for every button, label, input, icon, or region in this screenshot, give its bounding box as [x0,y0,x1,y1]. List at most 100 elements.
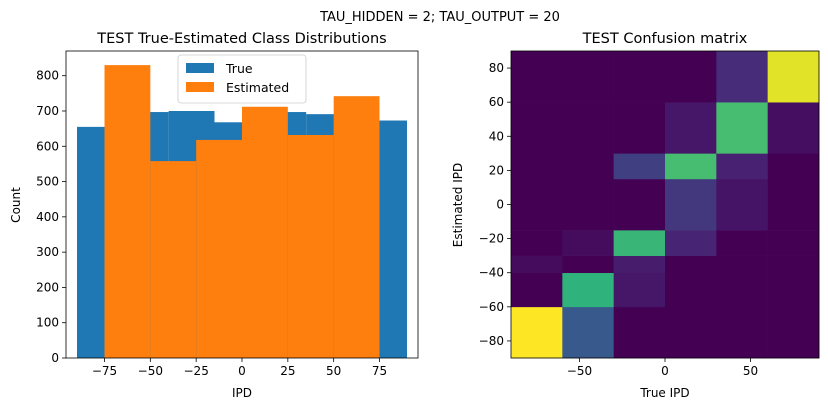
heatmap-cell-r1-c0 [511,272,563,308]
legend-swatch-true [186,63,214,73]
heatmap-cell-r5-c3 [665,153,717,180]
y-tick-label: 600 [36,139,59,153]
heatmap-cell-r4-c3 [665,178,717,231]
x-tick-label: 0 [661,364,669,378]
histogram-chart: TEST True-Estimated Class Distributions … [9,31,419,400]
heatmap-cell-r0-c5 [767,306,820,359]
histogram-x-label: IPD [232,386,252,400]
x-tick-label: −75 [92,364,117,378]
heatmap-cell-r1-c4 [716,272,768,308]
y-tick-label: 100 [36,316,59,330]
heatmap-cell-r5-c0 [511,153,563,180]
heatmap-cell-r4-c1 [562,178,614,231]
heatmap-cell-r5-c5 [767,153,820,180]
heatmap-cell-r2-c2 [613,255,666,274]
y-tick-label: −80 [479,334,504,348]
heatmap-cell-r7-c5 [767,51,820,103]
histogram-x-ticks: −75 −50 −25 0 25 50 75 [92,358,387,378]
legend-swatch-estimated [186,82,214,92]
confusion-matrix-y-label: Estimated IPD [451,163,465,247]
heatmap-cell-r4-c2 [613,178,666,231]
confusion-matrix-cells [511,51,820,359]
y-tick-label: 0 [496,198,504,212]
heatmap-cell-r0-c0 [511,306,563,359]
x-tick-label: −25 [184,364,209,378]
y-tick-label: 80 [489,61,504,75]
heatmap-cell-r2-c5 [767,255,820,274]
y-tick-label: 500 [36,175,59,189]
heatmap-cell-r7-c3 [665,51,717,103]
y-tick-label: 400 [36,210,59,224]
y-tick-label: 800 [36,69,59,83]
x-tick-label: 75 [372,364,387,378]
heatmap-cell-r7-c4 [716,51,768,103]
bar-estimated-4 [287,134,334,358]
x-tick-label: 50 [743,364,758,378]
heatmap-cell-r3-c5 [767,230,820,256]
heatmap-cell-r5-c2 [613,153,666,180]
heatmap-cell-r3-c0 [511,230,563,256]
bar-estimated-1 [150,161,197,358]
legend-label-estimated: Estimated [226,80,289,95]
heatmap-cell-r2-c0 [511,255,563,274]
heatmap-cell-r3-c2 [613,230,666,256]
y-tick-label: −40 [479,266,504,280]
heatmap-cell-r7-c1 [562,51,614,103]
bar-estimated-3 [242,106,288,358]
heatmap-cell-r6-c0 [511,102,563,154]
histogram-legend: True Estimated [177,54,307,104]
confusion-matrix-chart: TEST Confusion matrix −50 0 50 −80 −60 −40 −2… [451,31,820,400]
x-tick-label: 25 [280,364,295,378]
histogram-title: TEST True-Estimated Class Distributions [96,31,386,47]
heatmap-cell-r5-c4 [716,153,768,180]
heatmap-cell-r3-c1 [562,230,614,256]
heatmap-cell-r6-c1 [562,102,614,154]
heatmap-cell-r7-c2 [613,51,666,103]
heatmap-cell-r5-c1 [562,153,614,180]
y-tick-label: −60 [479,300,504,314]
heatmap-cell-r0-c3 [665,306,717,359]
y-tick-label: 60 [489,95,504,109]
bar-estimated-5 [333,96,380,358]
heatmap-cell-r2-c1 [562,255,614,274]
heatmap-cell-r0-c2 [613,306,666,359]
y-tick-label: 0 [51,351,59,365]
confusion-matrix-x-ticks: −50 0 50 [567,358,758,378]
heatmap-cell-r6-c2 [613,102,666,154]
heatmap-cell-r4-c4 [716,178,768,231]
confusion-matrix-title: TEST Confusion matrix [582,31,748,47]
y-tick-label: 300 [36,245,59,259]
y-tick-label: 40 [489,129,504,143]
x-tick-label: −50 [567,364,592,378]
y-tick-label: 200 [36,280,59,294]
x-tick-label: −50 [138,364,163,378]
confusion-matrix-y-ticks: −80 −60 −40 −20 0 20 40 60 80 [479,61,511,348]
y-tick-label: 20 [489,163,504,177]
legend-label-true: True [225,61,253,76]
heatmap-cell-r7-c0 [511,51,563,103]
x-tick-label: 0 [238,364,246,378]
histogram-y-label: Count [9,187,23,223]
heatmap-cell-r2-c4 [716,255,768,274]
heatmap-cell-r1-c1 [562,272,614,308]
y-tick-label: 700 [36,104,59,118]
heatmap-cell-r1-c5 [767,272,820,308]
heatmap-cell-r4-c5 [767,178,820,231]
bar-estimated-0 [104,65,151,359]
histogram-y-ticks: 0 100 200 300 400 500 600 700 800 [36,69,66,365]
confusion-matrix-x-label: True IPD [639,386,689,400]
bar-estimated-2 [196,139,242,358]
heatmap-cell-r0-c1 [562,306,614,359]
heatmap-cell-r6-c5 [767,102,820,154]
heatmap-cell-r3-c3 [665,230,717,256]
x-tick-label: 50 [326,364,341,378]
heatmap-cell-r6-c3 [665,102,717,154]
heatmap-cell-r6-c4 [716,102,768,154]
heatmap-cell-r0-c4 [716,306,768,359]
heatmap-cell-r1-c2 [613,272,666,308]
histogram-bars [77,65,407,359]
heatmap-cell-r1-c3 [665,272,717,308]
y-tick-label: −20 [479,232,504,246]
heatmap-cell-r4-c0 [511,178,563,231]
